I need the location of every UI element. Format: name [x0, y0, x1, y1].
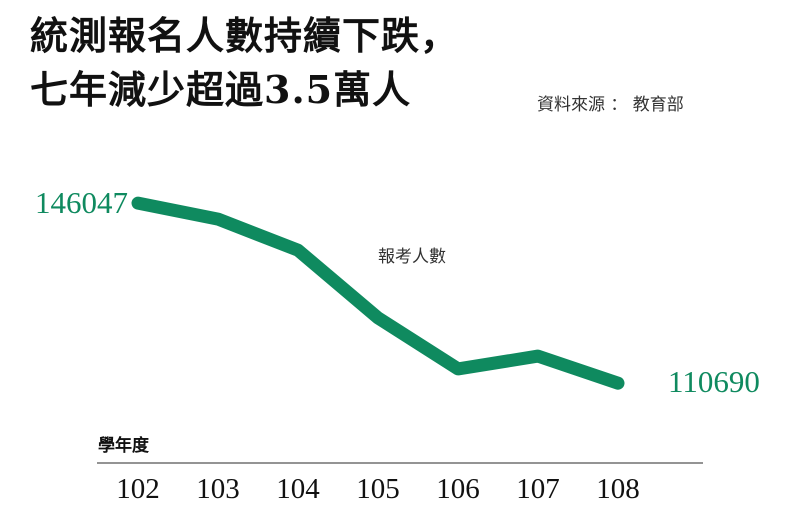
x-tick-label: 103	[196, 473, 240, 505]
x-tick-label: 102	[116, 473, 160, 505]
data-label-first: 146047	[35, 185, 128, 220]
series-line	[131, 196, 625, 390]
x-tick-label: 107	[516, 473, 560, 505]
series-label: 報考人數	[378, 247, 446, 267]
source-note: 資料來源 ： 教育部	[537, 95, 684, 115]
x-axis-label: 學年度	[98, 435, 150, 456]
chart-title-line-2: 七年減少超過3.5萬人	[30, 67, 412, 112]
x-tick-label: 105	[356, 473, 400, 505]
x-tick-label: 104	[276, 473, 320, 505]
chart-title-line-1: 統測報名人數持續下跌，	[30, 13, 460, 58]
x-tick-label: 106	[436, 473, 480, 505]
data-label-last: 110690	[668, 364, 760, 399]
x-tick-label: 108	[596, 473, 640, 505]
